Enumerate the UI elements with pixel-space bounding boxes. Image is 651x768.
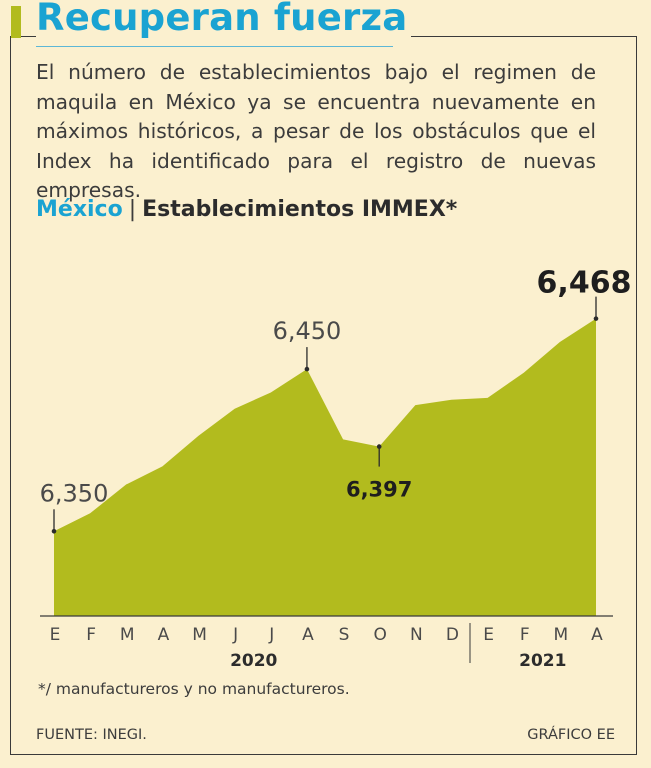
data-label: 6,450 xyxy=(273,317,342,345)
x-tick-label: A xyxy=(591,625,603,645)
year-label: 2021 xyxy=(519,651,566,671)
x-tick-label: N xyxy=(410,625,423,645)
area-series xyxy=(54,318,596,616)
year-label: 2020 xyxy=(230,651,277,671)
chart-subtitle: México | Establecimientos IMMEX* xyxy=(36,197,457,222)
title-underline xyxy=(36,46,393,47)
annotation-point xyxy=(376,444,382,449)
footnote: */ manufactureros y no manufactureros. xyxy=(38,680,350,698)
x-tick-label: E xyxy=(483,625,494,645)
source-note: FUENTE: INEGI. xyxy=(36,727,147,743)
x-tick-label: O xyxy=(374,625,387,645)
subtitle-series-title: Establecimientos IMMEX* xyxy=(142,197,458,222)
x-tick-label: F xyxy=(520,625,530,645)
x-tick-label: S xyxy=(339,625,350,645)
annotation-point xyxy=(593,316,599,321)
x-tick-label: F xyxy=(86,625,96,645)
x-tick-label: A xyxy=(158,625,170,645)
page-title: Recuperan fuerza xyxy=(36,0,412,39)
x-tick-label: M xyxy=(120,625,135,645)
intro-paragraph: El número de establecimientos bajo el re… xyxy=(36,60,596,202)
annotation-point xyxy=(51,528,57,534)
subtitle-country: México xyxy=(36,197,123,222)
data-label: 6,350 xyxy=(40,479,109,507)
subtitle-separator: | xyxy=(128,197,137,222)
x-tick-label: J xyxy=(268,625,274,645)
x-tick-label: M xyxy=(192,625,207,645)
title-accent-bar xyxy=(11,6,21,38)
x-tick-label: D xyxy=(446,625,459,645)
data-label: 6,468 xyxy=(537,266,632,301)
x-tick-label: M xyxy=(554,625,569,645)
graphic-credit: GRÁFICO EE xyxy=(527,727,615,743)
x-tick-label: J xyxy=(232,625,238,645)
x-tick-label: A xyxy=(302,625,314,645)
annotation-point xyxy=(304,366,310,372)
data-label: 6,397 xyxy=(346,478,412,502)
x-tick-label: E xyxy=(50,625,61,645)
